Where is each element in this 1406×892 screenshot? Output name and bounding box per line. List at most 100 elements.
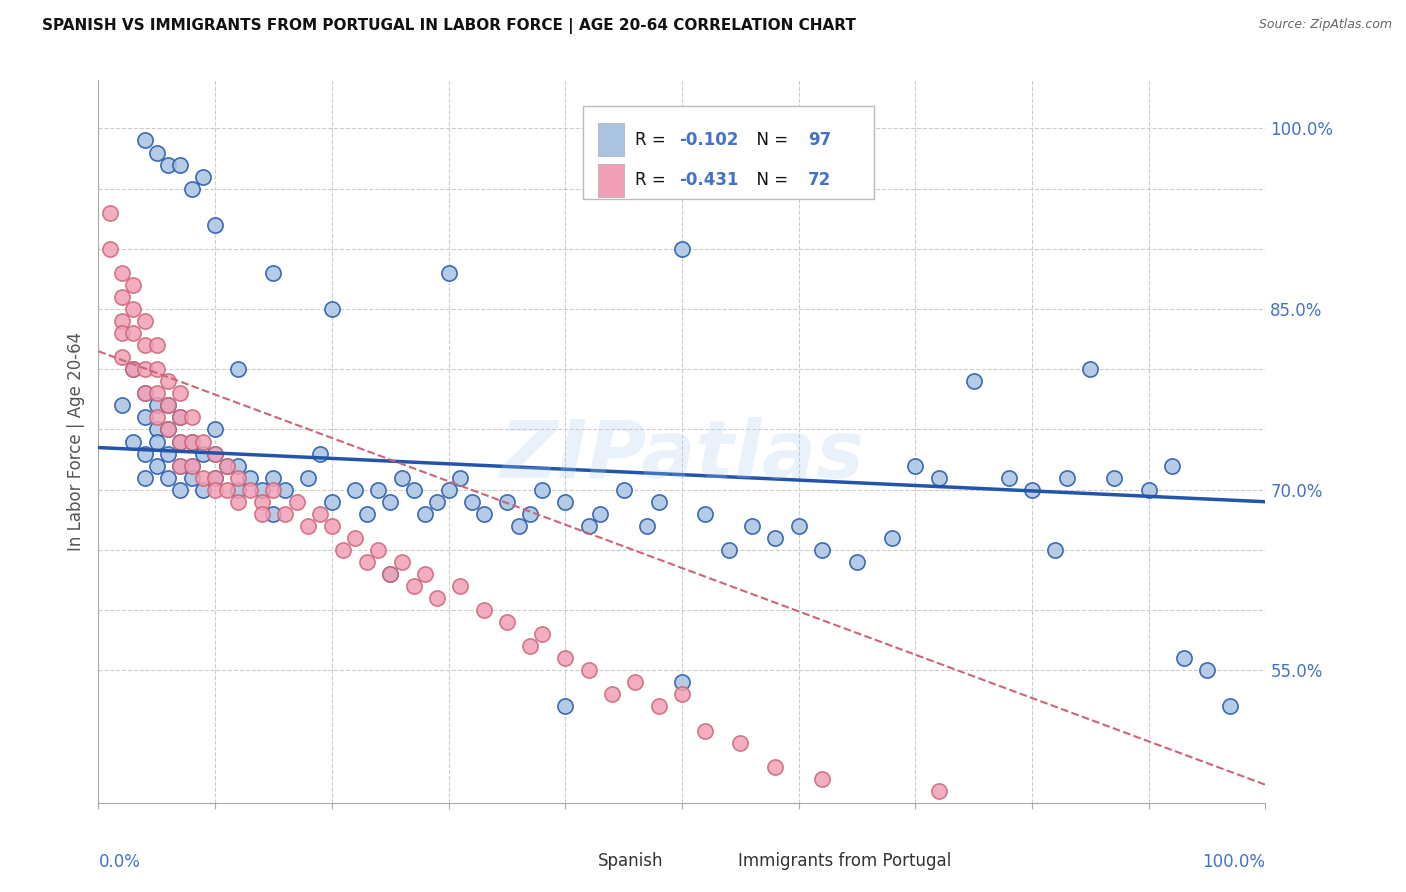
Point	[962, 375, 984, 389]
Point	[554, 651, 576, 665]
Point	[530, 483, 553, 497]
Point	[122, 434, 145, 449]
Point	[1056, 471, 1078, 485]
Point	[380, 567, 402, 582]
Point	[472, 507, 495, 521]
Point	[472, 603, 495, 617]
Point	[285, 495, 308, 509]
Point	[274, 507, 297, 521]
Text: 97: 97	[808, 130, 831, 149]
Point	[1195, 664, 1218, 678]
Point	[426, 591, 449, 606]
Point	[250, 483, 273, 497]
Point	[1102, 471, 1125, 485]
Point	[671, 242, 693, 256]
Point	[228, 495, 250, 509]
Point	[122, 326, 145, 341]
Point	[671, 687, 693, 701]
Point	[997, 471, 1019, 485]
Point	[134, 410, 156, 425]
Point	[578, 664, 600, 678]
Point	[600, 687, 623, 701]
Point	[228, 471, 250, 485]
Point	[356, 507, 378, 521]
Point	[169, 158, 191, 172]
Point	[846, 555, 869, 569]
Point	[146, 362, 169, 376]
Point	[193, 483, 215, 497]
Point	[157, 158, 180, 172]
Point	[787, 519, 810, 533]
Y-axis label: In Labor Force | Age 20-64: In Labor Force | Age 20-64	[66, 332, 84, 551]
Text: R =: R =	[636, 130, 671, 149]
Point	[134, 362, 156, 376]
Point	[169, 434, 191, 449]
Point	[204, 471, 226, 485]
Point	[437, 266, 460, 280]
Point	[274, 483, 297, 497]
Point	[204, 447, 226, 461]
Point	[928, 784, 950, 798]
Point	[530, 627, 553, 641]
Point	[228, 483, 250, 497]
FancyBboxPatch shape	[598, 164, 624, 196]
FancyBboxPatch shape	[582, 105, 875, 200]
Point	[122, 362, 145, 376]
Point	[554, 699, 576, 714]
Point	[344, 531, 367, 545]
Point	[157, 398, 180, 412]
Text: Spanish: Spanish	[598, 852, 664, 870]
FancyBboxPatch shape	[598, 123, 624, 156]
Point	[169, 434, 191, 449]
Point	[204, 218, 226, 232]
Point	[1161, 458, 1184, 473]
Point	[146, 410, 169, 425]
Point	[928, 471, 950, 485]
Point	[380, 495, 402, 509]
Point	[134, 471, 156, 485]
Text: 0.0%: 0.0%	[98, 854, 141, 871]
Point	[169, 410, 191, 425]
Point	[169, 483, 191, 497]
Point	[134, 386, 156, 401]
Point	[134, 447, 156, 461]
Point	[380, 567, 402, 582]
Point	[146, 423, 169, 437]
Point	[169, 386, 191, 401]
Point	[695, 507, 717, 521]
Point	[215, 458, 238, 473]
Point	[134, 314, 156, 328]
Point	[262, 507, 284, 521]
Point	[134, 338, 156, 352]
Text: -0.102: -0.102	[679, 130, 740, 149]
Point	[402, 483, 425, 497]
Point	[763, 531, 786, 545]
Point	[449, 471, 471, 485]
Point	[437, 483, 460, 497]
Point	[146, 458, 169, 473]
Point	[519, 507, 541, 521]
Point	[391, 471, 413, 485]
Point	[391, 555, 413, 569]
Point	[146, 145, 169, 160]
Point	[111, 266, 134, 280]
Point	[554, 495, 576, 509]
Point	[741, 519, 763, 533]
Point	[122, 278, 145, 293]
Point	[250, 507, 273, 521]
Point	[1137, 483, 1160, 497]
Point	[157, 375, 180, 389]
Point	[239, 483, 262, 497]
Point	[146, 338, 169, 352]
Point	[169, 410, 191, 425]
Point	[519, 640, 541, 654]
Point	[111, 314, 134, 328]
Point	[321, 495, 343, 509]
Point	[204, 423, 226, 437]
Point	[578, 519, 600, 533]
Point	[169, 458, 191, 473]
Point	[180, 434, 202, 449]
Point	[146, 434, 169, 449]
Point	[193, 471, 215, 485]
Point	[402, 579, 425, 593]
